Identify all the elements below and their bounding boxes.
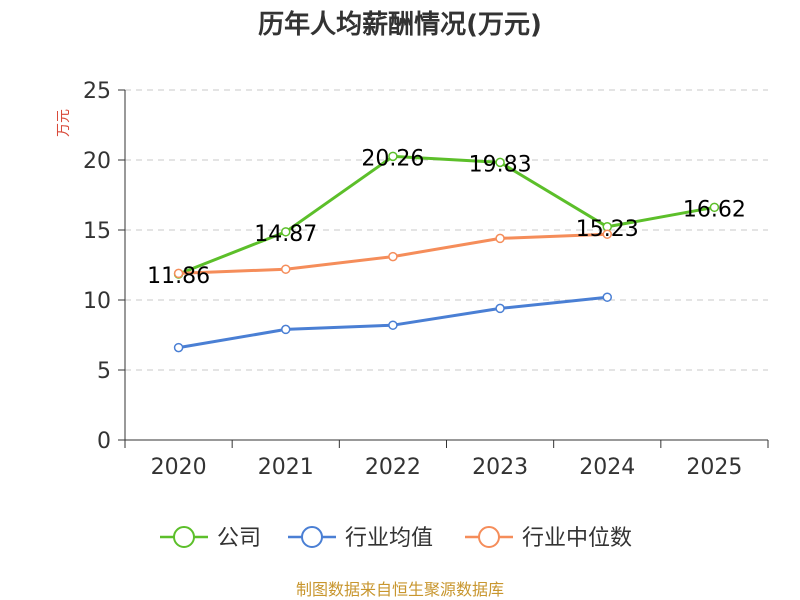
y-tick-label: 5 — [97, 359, 111, 384]
y-tick-label: 15 — [83, 219, 111, 244]
series-point-2 — [602, 229, 612, 239]
legend-marker — [478, 526, 500, 548]
series-point-2 — [281, 264, 291, 274]
x-tick-label: 2025 — [686, 455, 742, 480]
x-tick-label: 2024 — [579, 455, 635, 480]
y-tick-label: 0 — [97, 429, 111, 454]
gridlines — [125, 89, 768, 371]
legend-label: 行业均值 — [345, 526, 433, 551]
y-tick-label: 10 — [83, 289, 111, 314]
legend-item-1[interactable]: 行业均值 — [288, 526, 433, 551]
legend-item-2[interactable]: 行业中位数 — [465, 526, 632, 551]
series-point-0 — [388, 151, 398, 162]
x-tick-label: 2021 — [258, 455, 314, 480]
series-point-0 — [281, 227, 291, 237]
series-point-1 — [281, 324, 291, 335]
legend-marker — [301, 526, 323, 548]
series-point-1 — [495, 303, 505, 314]
series-line-0 — [178, 154, 715, 276]
data-labels: 11.86 14.87 20.26 19.83 15.23 16.62 — [147, 146, 746, 289]
series-point-0 — [709, 202, 720, 213]
series-point-2 — [173, 268, 184, 279]
series-point-0 — [495, 157, 505, 168]
chart-title: 历年人均薪酬情况(万元) — [258, 9, 542, 40]
data-label: 20.26 — [361, 146, 424, 171]
series-point-2 — [495, 233, 505, 244]
x-tick-label: 2022 — [365, 455, 421, 480]
series-point-2 — [388, 251, 398, 262]
legend-item-0[interactable]: 公司 — [160, 526, 261, 551]
y-tick-label: 25 — [83, 79, 111, 104]
series-point-1 — [602, 292, 612, 302]
legend-label: 行业中位数 — [522, 526, 632, 551]
data-label: 16.62 — [683, 197, 746, 222]
x-tick-label: 2020 — [151, 455, 207, 480]
data-label: 14.87 — [254, 222, 317, 247]
series-point-1 — [173, 342, 184, 353]
data-label: 11.86 — [147, 264, 210, 289]
series-point-1 — [388, 320, 398, 330]
legend: 公司 行业均值 行业中位数 — [160, 526, 632, 551]
y-axis-label: 万元 — [56, 109, 72, 137]
legend-label: 公司 — [217, 526, 261, 551]
series-lines — [173, 151, 720, 353]
x-tick-label: 2023 — [472, 455, 528, 480]
data-label: 19.83 — [469, 152, 532, 177]
data-label: 15.23 — [576, 217, 639, 242]
legend-marker — [173, 526, 195, 548]
y-tick-label: 20 — [83, 149, 111, 174]
source-note: 制图数据来自恒生聚源数据库 — [296, 580, 504, 599]
